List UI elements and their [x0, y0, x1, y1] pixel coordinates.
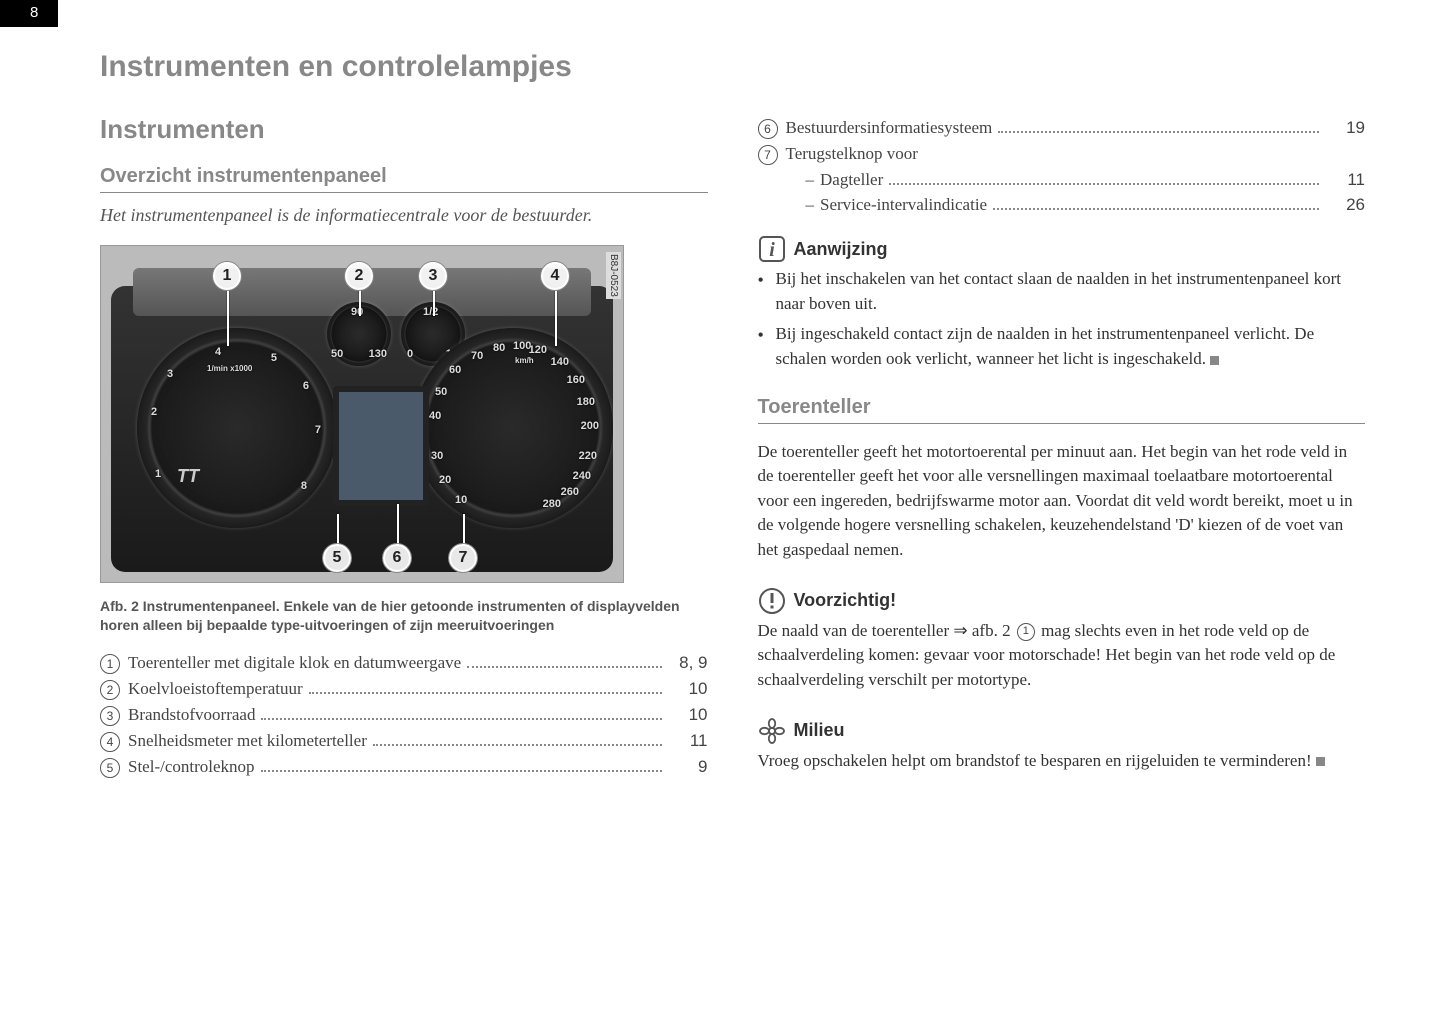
- figure-caption: Afb. 2 Instrumentenpaneel. Enkele van de…: [100, 597, 708, 635]
- caution-icon: [758, 587, 786, 615]
- index-page: 26: [1325, 195, 1365, 215]
- intro-text: Het instrumentenpaneel is de informatiec…: [100, 203, 708, 227]
- page-body: Instrumenten en controlelampjes Instrume…: [0, 0, 1445, 827]
- index-subrow: –Dagteller11: [758, 170, 1366, 190]
- index-label: Terugstelknop voor: [786, 144, 918, 164]
- index-list-left: 1 Toerenteller met digitale klok en datum…: [100, 653, 708, 778]
- index-row: 5 Stel-/controleknop 9: [100, 757, 708, 778]
- index-num: 5: [100, 758, 120, 778]
- index-page: 11: [1325, 170, 1365, 190]
- index-page: 9: [668, 757, 708, 777]
- tt-badge: TT: [177, 466, 199, 487]
- index-row: 7 Terugstelknop voor: [758, 144, 1366, 165]
- index-page: 8, 9: [668, 653, 708, 673]
- note-milieu: Milieu Vroeg opschakelen helpt om brands…: [758, 717, 1366, 774]
- index-list-right: 6 Bestuurdersinformatiesysteem 19 7 Terugste…: [758, 118, 1366, 215]
- index-row: 3 Brandstofvoorraad 10: [100, 705, 708, 726]
- index-label: Brandstofvoorraad: [128, 705, 255, 725]
- index-num: 1: [100, 654, 120, 674]
- toerenteller-body: De toerenteller geeft het motortoerental…: [758, 440, 1366, 563]
- info-display: [333, 386, 429, 506]
- note-title: Aanwijzing: [794, 239, 888, 260]
- index-row: 1 Toerenteller met digitale klok en datum…: [100, 653, 708, 674]
- index-row: 4 Snelheidsmeter met kilometerteller 11: [100, 731, 708, 752]
- end-mark: [1210, 356, 1219, 365]
- instrument-panel-figure: B8J-0523 50 90 130 0 1/2 1/1 1 2 3 4 5 6…: [100, 245, 624, 583]
- index-label: Service-intervalindicatie: [820, 195, 987, 215]
- subsection-heading: Overzicht instrumentenpaneel: [100, 165, 708, 193]
- page-title: Instrumenten en controlelampjes: [100, 50, 708, 84]
- note-aanwijzing: i Aanwijzing Bij het inschakelen van het…: [758, 235, 1366, 372]
- index-num: 3: [100, 706, 120, 726]
- index-page: 19: [1325, 118, 1365, 138]
- note-title: Milieu: [794, 720, 845, 741]
- ref-callout: 1: [1017, 623, 1035, 641]
- voorzichtig-body: De naald van de toerenteller ⇒ afb. 2 1 …: [758, 619, 1366, 693]
- index-label: Stel-/controleknop: [128, 757, 255, 777]
- index-label: Koelvloeistoftemperatuur: [128, 679, 303, 699]
- note-bullet: Bij ingeschakeld contact zijn de naalden…: [758, 322, 1366, 371]
- info-icon: i: [758, 235, 786, 263]
- index-page: 11: [668, 731, 708, 751]
- index-label: Toerenteller met digitale klok en datumw…: [128, 653, 461, 673]
- tachometer: 1 2 3 4 5 6 7 8 1/min x1000 TT: [137, 328, 337, 528]
- milieu-body: Vroeg opschakelen helpt om brandstof te …: [758, 749, 1366, 774]
- index-subrow: –Service-intervalindicatie26: [758, 195, 1366, 215]
- note-voorzichtig: Voorzichtig! De naald van de toerentelle…: [758, 587, 1366, 693]
- index-num: 2: [100, 680, 120, 700]
- right-column: 6 Bestuurdersinformatiesysteem 19 7 Terugste…: [758, 50, 1366, 797]
- speedometer: 10 20 30 40 50 60 70 80 100 120 140 160 …: [413, 328, 613, 528]
- index-num: 6: [758, 119, 778, 139]
- index-label: Bestuurdersinformatiesysteem: [786, 118, 993, 138]
- index-row: 6 Bestuurdersinformatiesysteem 19: [758, 118, 1366, 139]
- figure-id-label: B8J-0523: [606, 252, 621, 299]
- subsection-toerenteller: Toerenteller: [758, 396, 1366, 424]
- index-page: 10: [668, 705, 708, 725]
- note-title: Voorzichtig!: [794, 590, 897, 611]
- left-column: Instrumenten en controlelampjes Instrume…: [100, 50, 708, 797]
- index-num: 4: [100, 732, 120, 752]
- note-bullet: Bij het inschakelen van het contact slaa…: [758, 267, 1366, 316]
- page-number: 8: [0, 0, 58, 27]
- end-mark: [1316, 757, 1325, 766]
- index-label: Dagteller: [820, 170, 883, 190]
- section-heading: Instrumenten: [100, 114, 708, 145]
- index-row: 2 Koelvloeistoftemperatuur 10: [100, 679, 708, 700]
- svg-text:i: i: [769, 239, 775, 261]
- environment-icon: [758, 717, 786, 745]
- index-num: 7: [758, 145, 778, 165]
- index-page: 10: [668, 679, 708, 699]
- index-label: Snelheidsmeter met kilometerteller: [128, 731, 367, 751]
